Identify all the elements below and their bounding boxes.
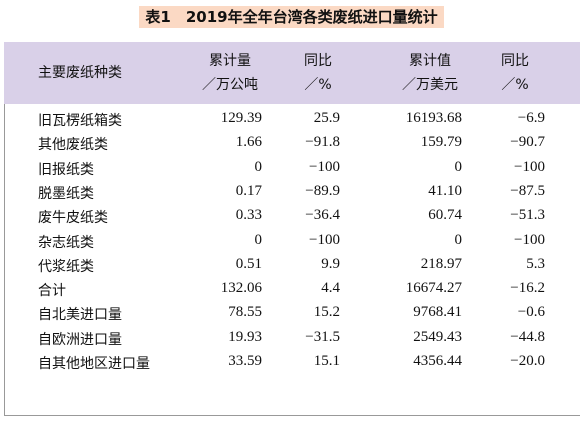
cell-value: 60.74 <box>428 207 462 224</box>
row-label: 自北美进口量 <box>38 307 122 324</box>
header-cell: 累计量 <box>209 53 251 69</box>
cell-value: −44.8 <box>510 328 545 345</box>
header-band <box>4 42 580 104</box>
cell-value: 0 <box>454 158 463 175</box>
row-label: 自欧洲进口量 <box>38 331 122 348</box>
cell-value: 0.33 <box>235 207 262 224</box>
header-cell: 同比 <box>501 53 529 69</box>
cell-value: 41.10 <box>428 182 462 199</box>
cell-value: −6.9 <box>517 110 545 126</box>
cell-value: 15.2 <box>313 304 340 321</box>
row-label: 废牛皮纸类 <box>38 210 108 227</box>
row-label: 杂志纸类 <box>38 234 94 251</box>
cell-value: 0 <box>254 231 263 248</box>
table-label: 表1 <box>145 8 171 26</box>
cell-value: −91.8 <box>305 134 340 151</box>
cell-value: −16.2 <box>510 280 545 297</box>
cell-value: −89.9 <box>305 182 340 199</box>
cell-value: 159.79 <box>420 134 462 151</box>
title-text: 2019年全年台湾各类废纸进口量统计 <box>185 8 438 26</box>
row-label: 脱墨纸类 <box>38 185 94 202</box>
cell-value: 16674.27 <box>405 280 462 297</box>
header-cell: ／万公吨 <box>202 77 258 93</box>
cell-value: −100 <box>309 158 340 175</box>
cell-value: −100 <box>514 158 545 175</box>
row-label: 旧瓦楞纸箱类 <box>38 113 122 129</box>
cell-value: 4356.44 <box>413 353 462 369</box>
header-cell: 主要废纸种类 <box>38 65 122 81</box>
cell-value: −31.5 <box>305 328 340 345</box>
cell-value: 218.97 <box>420 255 462 272</box>
cell-value: 78.55 <box>228 304 262 321</box>
table-title: 表1 2019年全年台湾各类废纸进口量统计 <box>0 6 583 28</box>
cell-value: 0.51 <box>235 255 262 272</box>
cell-value: −100 <box>309 231 340 248</box>
row-label: 自其他地区进口量 <box>38 356 150 372</box>
cell-value: 33.59 <box>228 353 262 369</box>
cell-value: 129.39 <box>220 110 262 126</box>
header-cell: 累计值 <box>409 53 451 69</box>
cell-value: 19.93 <box>228 328 262 345</box>
cell-value: 132.06 <box>220 280 262 297</box>
row-label: 其他废纸类 <box>38 137 108 154</box>
header-cell: 同比 <box>304 53 332 69</box>
header-cell: ／% <box>501 77 529 93</box>
cell-value: −90.7 <box>510 134 545 151</box>
table-frame <box>4 104 580 416</box>
header-cell: ／% <box>304 77 332 93</box>
cell-value: −51.3 <box>510 207 545 224</box>
cell-value: 5.3 <box>526 255 545 272</box>
cell-value: 9768.41 <box>413 304 462 321</box>
cell-value: 16193.68 <box>405 110 462 126</box>
cell-value: −100 <box>514 231 545 248</box>
cell-value: 25.9 <box>313 110 340 126</box>
header-cell: ／万美元 <box>402 77 458 93</box>
cell-value: −87.5 <box>510 182 545 199</box>
cell-value: 0 <box>454 231 463 248</box>
cell-value: 1.66 <box>235 134 262 151</box>
cell-value: 15.1 <box>313 353 340 369</box>
cell-value: 9.9 <box>321 255 340 272</box>
cell-value: −36.4 <box>305 207 340 224</box>
row-label: 合计 <box>38 283 66 300</box>
cell-value: −0.6 <box>517 304 545 321</box>
row-label: 旧报纸类 <box>38 161 94 178</box>
cell-value: 2549.43 <box>413 328 462 345</box>
cell-value: 0.17 <box>235 182 262 199</box>
cell-value: 4.4 <box>321 280 340 297</box>
row-label: 代浆纸类 <box>38 258 94 275</box>
cell-value: −20.0 <box>510 353 545 369</box>
cell-value: 0 <box>254 158 263 175</box>
